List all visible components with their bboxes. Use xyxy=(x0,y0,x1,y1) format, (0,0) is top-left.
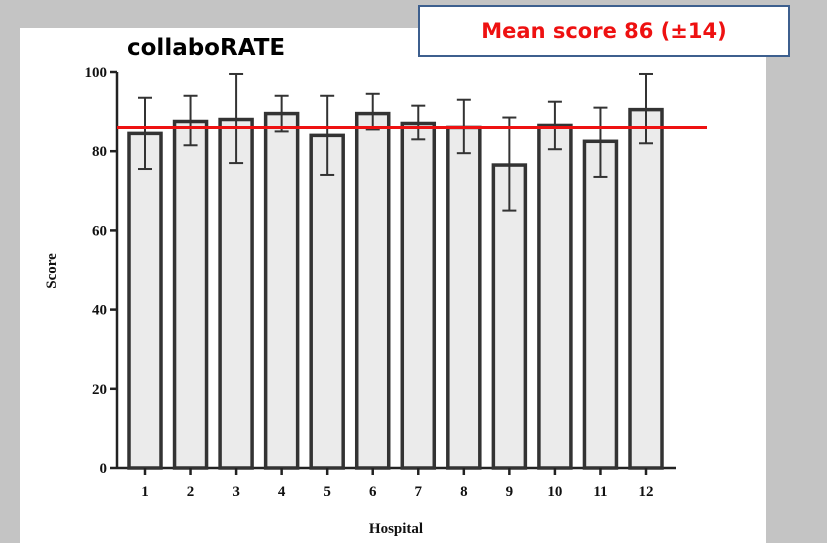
bar-hospital-1 xyxy=(127,131,163,470)
bar-hospital-5 xyxy=(309,133,345,470)
mean-score-annotation: Mean score 86 (±14) xyxy=(418,5,790,57)
bar-hospital-8 xyxy=(446,125,482,470)
x-tick-label: 10 xyxy=(547,484,562,500)
bar-hospital-7 xyxy=(400,121,437,470)
x-tick-label: 5 xyxy=(323,484,331,500)
x-tick-label: 3 xyxy=(232,484,240,500)
y-tick-label: 100 xyxy=(85,65,108,81)
bar-hospital-11 xyxy=(582,139,619,470)
chart-title: collaboRATE xyxy=(127,35,286,61)
x-tick-label: 7 xyxy=(415,484,423,500)
bar-hospital-10 xyxy=(537,123,573,470)
x-tick-label: 4 xyxy=(278,484,286,500)
y-tick-label: 0 xyxy=(100,461,108,477)
x-tick-label: 6 xyxy=(369,484,377,500)
x-ticks: 1 2 3 4 5 6 7 8 9 10 11 12 xyxy=(141,468,654,500)
bar-hospital-6 xyxy=(354,111,391,470)
x-axis-label: Hospital xyxy=(369,521,423,537)
y-tick-label: 60 xyxy=(92,223,107,239)
x-tick-label: 11 xyxy=(593,484,607,500)
y-tick-label: 20 xyxy=(92,382,107,398)
x-tick-label: 8 xyxy=(460,484,468,500)
y-ticks: 0 20 40 60 80 100 xyxy=(85,65,117,477)
y-tick-label: 80 xyxy=(92,144,107,160)
bar-hospital-3 xyxy=(218,117,254,470)
bar-hospital-12 xyxy=(628,107,664,470)
x-tick-label: 12 xyxy=(639,484,654,500)
x-tick-label: 9 xyxy=(506,484,514,500)
x-tick-label: 2 xyxy=(187,484,195,500)
bar-hospital-4 xyxy=(263,111,300,470)
y-tick-label: 40 xyxy=(92,303,107,319)
x-tick-label: 1 xyxy=(141,484,149,500)
bars xyxy=(127,72,664,470)
bar-hospital-2 xyxy=(172,119,209,470)
y-axis-label: Score xyxy=(44,253,60,289)
